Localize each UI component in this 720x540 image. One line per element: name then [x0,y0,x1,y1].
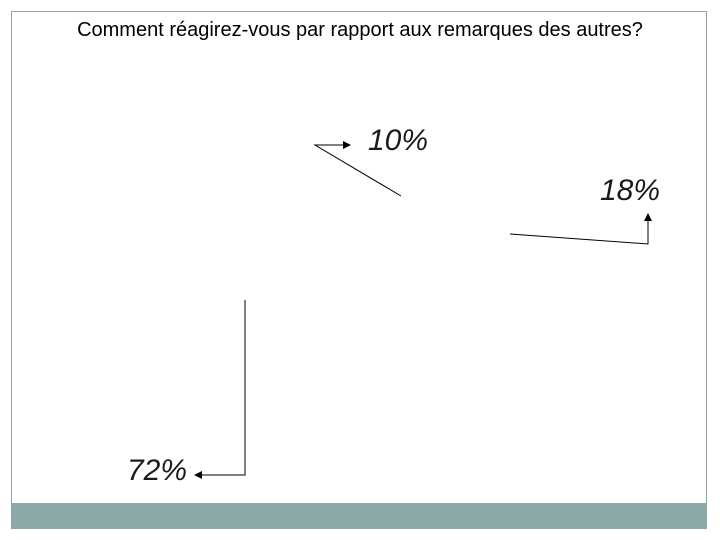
slice-label: 72% [127,454,187,487]
slice-label: 10% [368,124,428,157]
slice-labels: 10% 18% 72% [127,124,660,487]
footer-bar [12,503,706,528]
leader-line [313,141,402,197]
chart-title: Comment réagirez-vous par rapport aux re… [77,19,643,41]
pie-slice [360,208,510,359]
pie-slice [210,180,508,481]
leader-lines [194,141,652,479]
pie-slices [210,180,510,481]
pie-slice [360,180,449,330]
leader-line [509,213,652,245]
leader-line [194,300,246,479]
slice-label: 18% [600,174,660,207]
